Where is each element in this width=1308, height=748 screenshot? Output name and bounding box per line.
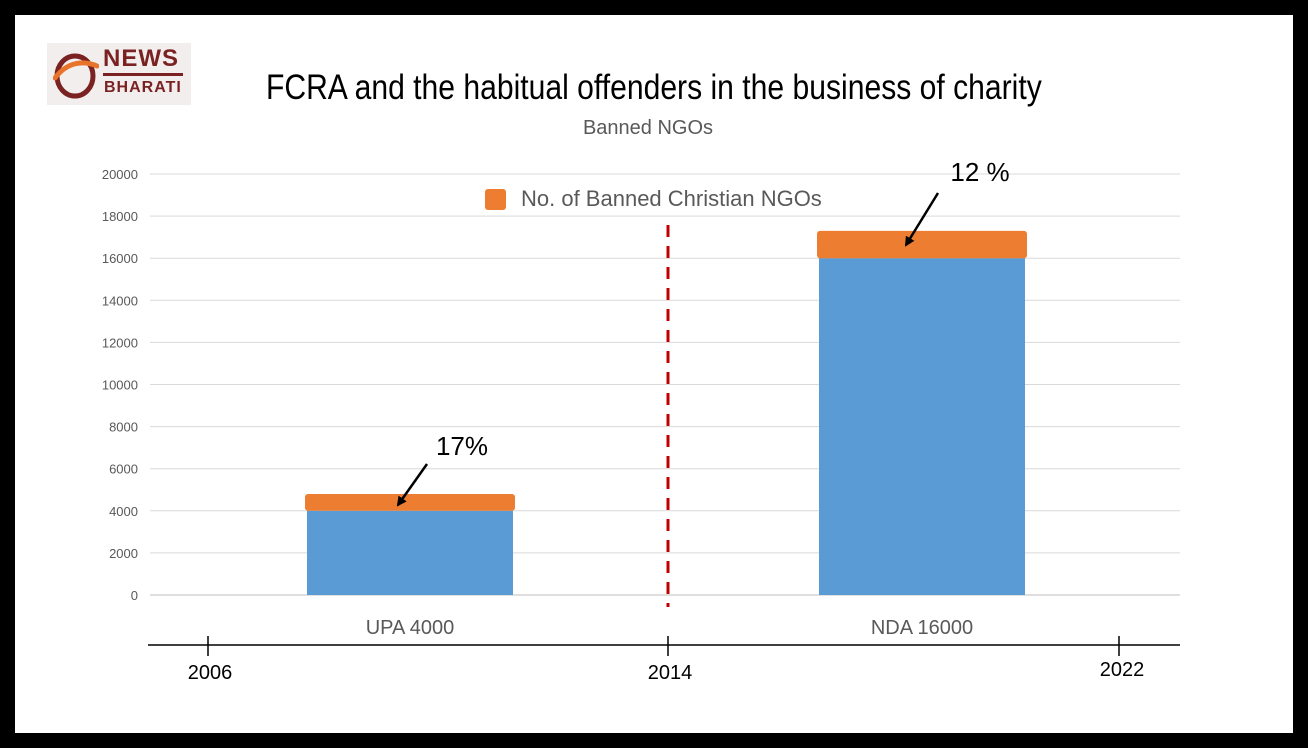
legend-label: No. of Banned Christian NGOs [521,186,822,211]
y-tick-label: 4000 [109,504,138,519]
timeline-year-label: 2006 [188,662,233,684]
percentage-annotation: 12 % [950,157,1009,187]
logo-news-text: NEWS [103,45,179,72]
chart-subtitle: Banned NGOs [582,117,714,139]
y-tick-label: 10000 [102,378,138,393]
logo-divider [103,73,183,76]
timeline-year-label: 2022 [1100,659,1145,681]
news-bharati-logo: NEWS BHARATI [47,43,191,105]
y-tick-label: 12000 [102,335,138,350]
y-tick-label: 2000 [109,546,138,561]
annotation-arrow [904,192,940,247]
bar-christian-ngos [817,230,1027,259]
y-tick-label: 6000 [109,462,138,477]
chart-title: FCRA and the habitual offenders in the b… [265,68,1042,107]
y-tick-label: 18000 [102,209,138,224]
logo-bharati-text: BHARATI [104,79,182,96]
y-tick-label: 14000 [102,293,138,308]
y-tick-label: 20000 [102,167,138,182]
annotation-arrow [396,463,429,507]
bar-total-ngos [307,510,513,595]
bar-total-ngos [819,258,1025,595]
x-category-label: UPA 4000 [366,617,455,639]
x-category-label: NDA 16000 [871,617,973,639]
y-tick-label: 0 [131,588,138,603]
logo-swoosh-icon [53,53,99,99]
chart-frame [15,15,1293,733]
y-tick-label: 16000 [102,251,138,266]
legend-swatch [485,189,506,210]
timeline-year-label: 2014 [648,662,693,684]
percentage-annotation: 17% [436,431,488,461]
y-tick-label: 8000 [109,420,138,435]
bar-christian-ngos [305,493,515,511]
